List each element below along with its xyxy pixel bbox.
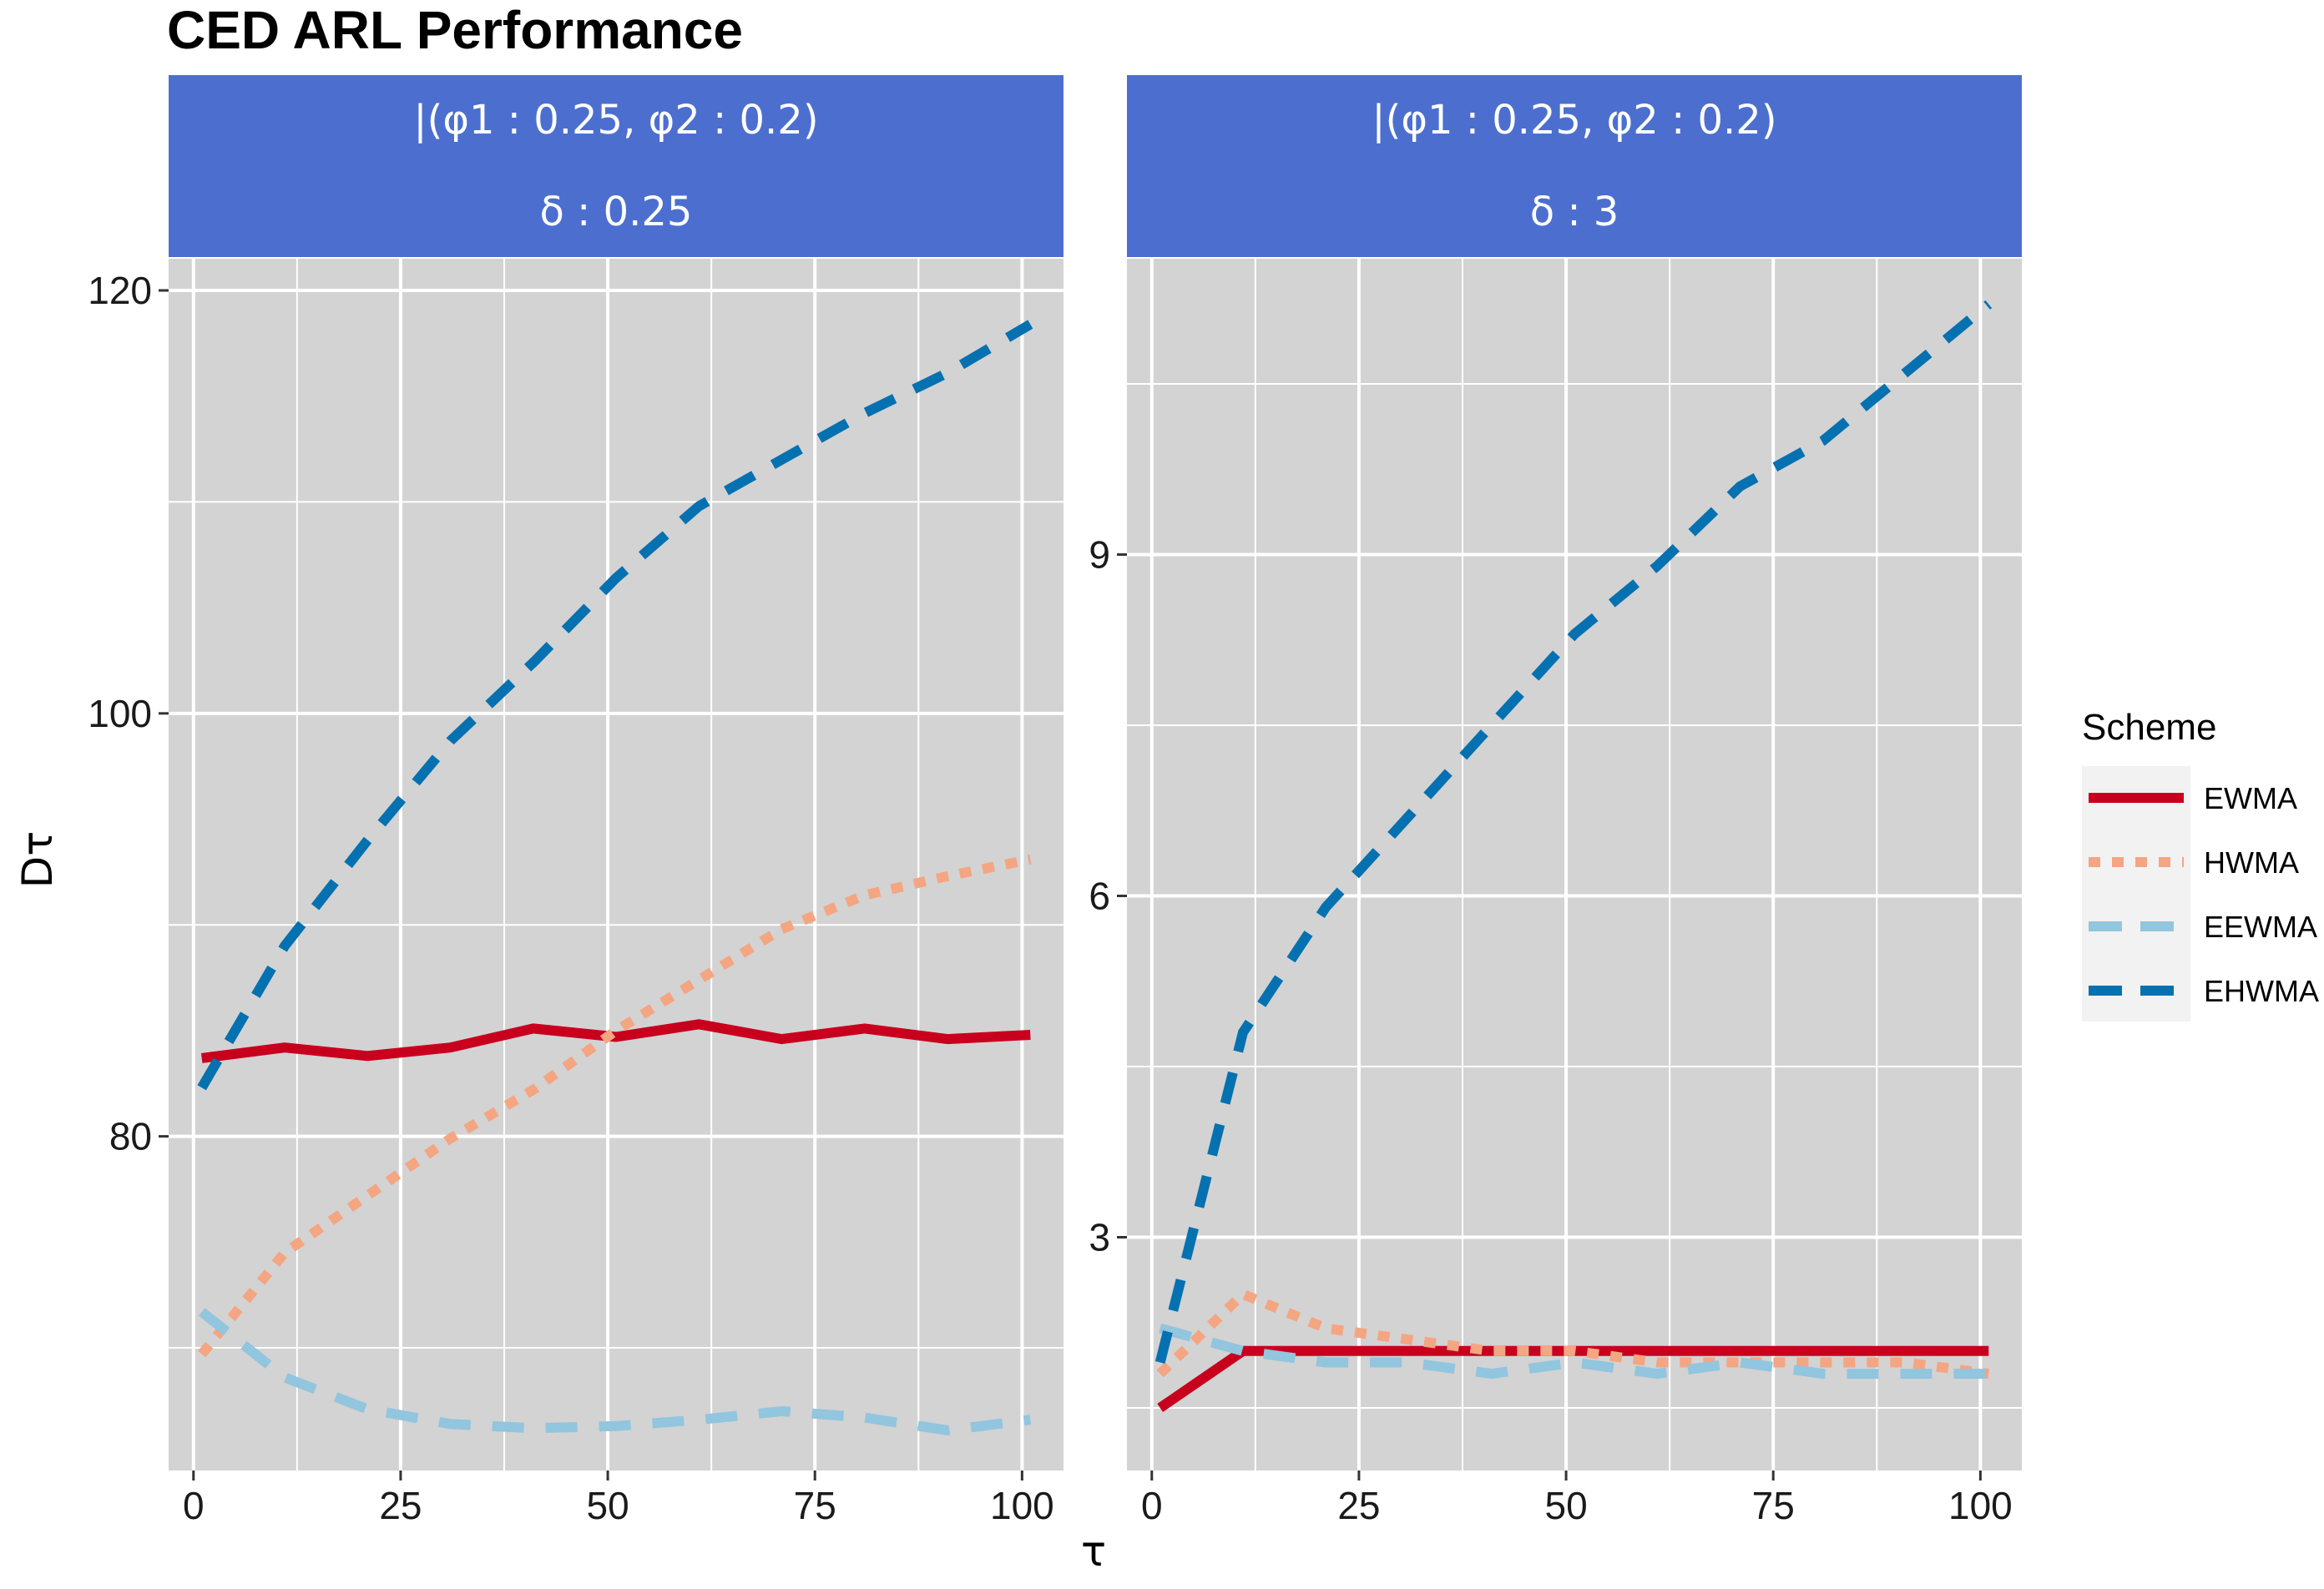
facet-strip-top	[1127, 75, 2022, 167]
facet-strip-bottom	[169, 167, 1063, 257]
x-axis-title: τ	[1081, 1527, 1106, 1576]
x-tick-label: 100	[990, 1484, 1054, 1527]
facet-strip-label-top: |(φ1 : 0.25, φ2 : 0.2)	[413, 97, 818, 144]
panel-background	[169, 259, 1063, 1470]
series-line-eewma	[1159, 1323, 1989, 1380]
x-tick-label: 0	[1141, 1484, 1163, 1527]
y-tick-label: 3	[1089, 1216, 1110, 1259]
series-line-hwma	[1156, 1289, 1990, 1380]
y-tick-label: 120	[88, 269, 152, 312]
x-tick-label: 75	[794, 1484, 836, 1527]
x-tick-label: 75	[1752, 1484, 1795, 1527]
chart-title: CED ARL Performance	[167, 0, 743, 60]
x-tick-label: 25	[1337, 1484, 1380, 1527]
x-tick-label: 0	[183, 1484, 205, 1527]
legend-title: Scheme	[2082, 707, 2216, 748]
legend-label-hwma: HWMA	[2204, 845, 2299, 880]
series-line-ehwma	[197, 320, 1033, 1091]
legend-label-ehwma: EHWMA	[2204, 974, 2319, 1008]
legend-key-background	[2082, 766, 2190, 1022]
series-line-eewma	[198, 1308, 1032, 1435]
facet-strip-label-bottom: δ : 3	[1530, 189, 1619, 235]
y-tick-label: 6	[1089, 874, 1110, 917]
y-tick-label: 80	[109, 1115, 152, 1158]
legend-label-eewma: EEWMA	[2204, 910, 2317, 944]
series-line-ewma	[200, 1019, 1031, 1063]
facet-strip-top	[169, 75, 1063, 167]
x-tick-label: 50	[586, 1484, 629, 1527]
x-tick-label: 100	[1948, 1484, 2013, 1527]
x-tick-label: 50	[1544, 1484, 1587, 1527]
series-line-ehwma	[1154, 300, 1993, 1364]
facet-strip-bottom	[1127, 167, 2022, 257]
facet-panel-right: |(φ1 : 0.25, φ2 : 0.2) δ : 3 0 25 50 75 100 3 6 9	[1089, 75, 2022, 1527]
facet-strip-label-top: |(φ1 : 0.25, φ2 : 0.2)	[1372, 97, 1776, 144]
legend: Scheme EWMA HWMA EEWMA EHWMA	[2082, 707, 2319, 1022]
panel-background	[1127, 259, 2022, 1470]
y-tick-label: 100	[88, 692, 152, 735]
y-axis-title: Dτ	[13, 831, 62, 889]
facet-strip-label-bottom: δ : 0.25	[540, 189, 693, 235]
x-tick-label: 25	[379, 1484, 422, 1527]
series-line-hwma	[198, 854, 1032, 1358]
facet-panel-left: |(φ1 : 0.25, φ2 : 0.2) δ : 0.25 0 25 50 75 100…	[88, 75, 1063, 1527]
y-tick-label: 9	[1089, 532, 1110, 576]
legend-label-ewma: EWMA	[2204, 781, 2297, 815]
